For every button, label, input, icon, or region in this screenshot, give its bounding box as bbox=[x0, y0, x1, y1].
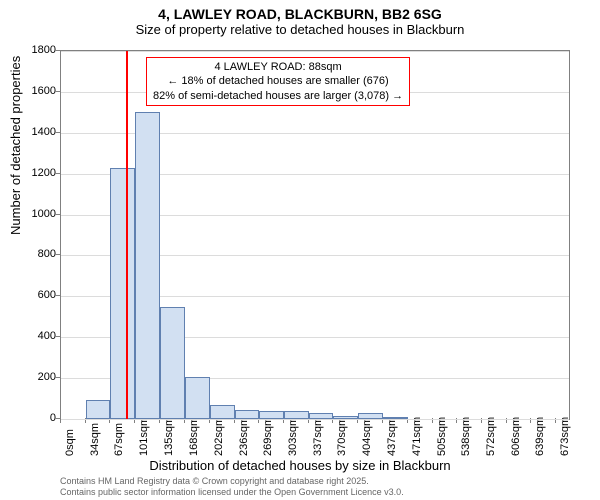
y-tick-label: 200 bbox=[16, 371, 56, 383]
y-tick-label: 1400 bbox=[16, 126, 56, 138]
footer-attribution: Contains HM Land Registry data © Crown c… bbox=[60, 476, 404, 498]
y-tick-label: 0 bbox=[16, 412, 56, 424]
x-tick-label: 639sqm bbox=[534, 417, 546, 456]
y-tick-label: 1000 bbox=[16, 208, 56, 220]
histogram-bar bbox=[86, 400, 110, 419]
x-tick-label: 538sqm bbox=[460, 417, 472, 456]
histogram-bar bbox=[160, 307, 184, 419]
x-axis-label: Distribution of detached houses by size … bbox=[0, 458, 600, 473]
footer-line1: Contains HM Land Registry data © Crown c… bbox=[60, 476, 404, 487]
y-tick-label: 1600 bbox=[16, 85, 56, 97]
chart-subtitle: Size of property relative to detached ho… bbox=[0, 22, 600, 41]
x-tick-label: 236sqm bbox=[238, 417, 250, 456]
footer-line2: Contains public sector information licen… bbox=[60, 487, 404, 498]
chart-container: 4, LAWLEY ROAD, BLACKBURN, BB2 6SG Size … bbox=[0, 0, 600, 500]
x-tick-label: 572sqm bbox=[485, 417, 497, 456]
annotation-line3: 82% of semi-detached houses are larger (… bbox=[153, 89, 403, 103]
histogram-bar bbox=[284, 411, 309, 419]
histogram-bar bbox=[235, 410, 259, 419]
y-tick-label: 800 bbox=[16, 248, 56, 260]
x-tick-label: 34sqm bbox=[89, 423, 101, 456]
x-tick-label: 471sqm bbox=[411, 417, 423, 456]
x-tick-label: 505sqm bbox=[436, 417, 448, 456]
y-tick-label: 600 bbox=[16, 289, 56, 301]
chart-title: 4, LAWLEY ROAD, BLACKBURN, BB2 6SG bbox=[0, 0, 600, 22]
x-tick-label: 269sqm bbox=[262, 417, 274, 456]
x-tick-label: 370sqm bbox=[336, 417, 348, 456]
histogram-bar bbox=[309, 413, 333, 419]
gridline bbox=[61, 419, 569, 420]
histogram-bar bbox=[210, 405, 235, 419]
x-tick-label: 168sqm bbox=[188, 417, 200, 456]
x-tick-label: 337sqm bbox=[312, 417, 324, 456]
x-tick-label: 303sqm bbox=[287, 417, 299, 456]
histogram-bar bbox=[185, 377, 210, 419]
y-tick-label: 1800 bbox=[16, 44, 56, 56]
x-tick-label: 606sqm bbox=[510, 417, 522, 456]
gridline bbox=[61, 51, 569, 52]
x-tick-label: 673sqm bbox=[559, 417, 571, 456]
annotation-line2: ← 18% of detached houses are smaller (67… bbox=[153, 74, 403, 88]
annotation-box: 4 LAWLEY ROAD: 88sqm← 18% of detached ho… bbox=[146, 57, 410, 106]
x-tick-label: 67sqm bbox=[113, 423, 125, 456]
x-tick-label: 135sqm bbox=[163, 417, 175, 456]
plot-area: 4 LAWLEY ROAD: 88sqm← 18% of detached ho… bbox=[60, 50, 570, 420]
histogram-bar bbox=[333, 416, 358, 419]
histogram-bar bbox=[135, 112, 160, 419]
y-tick-label: 1200 bbox=[16, 167, 56, 179]
x-tick-label: 404sqm bbox=[361, 417, 373, 456]
property-marker-line bbox=[126, 51, 128, 419]
x-tick-label: 0sqm bbox=[64, 429, 76, 456]
histogram-bar bbox=[358, 413, 382, 419]
y-tick-label: 400 bbox=[16, 330, 56, 342]
annotation-line1: 4 LAWLEY ROAD: 88sqm bbox=[153, 60, 403, 74]
histogram-bar bbox=[110, 168, 135, 419]
x-tick-label: 437sqm bbox=[386, 417, 398, 456]
histogram-bar bbox=[383, 417, 408, 419]
x-tick-label: 202sqm bbox=[213, 417, 225, 456]
histogram-bar bbox=[259, 411, 284, 419]
x-tick-label: 101sqm bbox=[138, 417, 150, 456]
